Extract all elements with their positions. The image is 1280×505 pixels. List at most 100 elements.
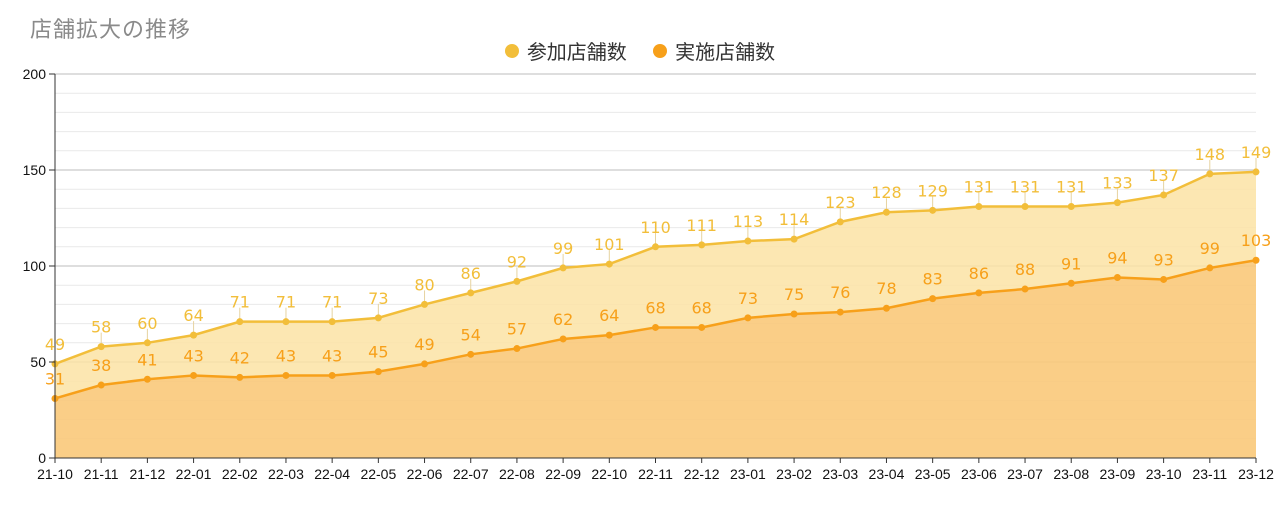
x-tick-label: 23-08 xyxy=(1053,466,1089,482)
point-implemented xyxy=(652,323,659,331)
y-tick-label: 200 xyxy=(23,66,47,82)
point-participating xyxy=(328,318,336,326)
point-implemented xyxy=(698,323,706,331)
legend-item-implemented[interactable]: 実施店舗数 xyxy=(653,36,775,65)
legend-label-implemented: 実施店舗数 xyxy=(675,40,776,64)
legend: 参加店舗数 実施店舗数 xyxy=(0,36,1280,65)
point-participating xyxy=(190,331,198,339)
point-participating xyxy=(929,206,937,214)
label-participating: 149 xyxy=(1241,143,1272,162)
point-implemented xyxy=(282,371,290,379)
point-implemented xyxy=(1252,256,1260,264)
area-implemented xyxy=(55,260,1256,458)
x-tick-label: 23-03 xyxy=(822,466,858,482)
point-implemented xyxy=(374,368,382,376)
x-tick-label: 23-11 xyxy=(1192,466,1227,482)
label-implemented: 41 xyxy=(137,350,157,369)
point-participating xyxy=(1160,191,1168,199)
point-implemented xyxy=(1113,274,1121,282)
x-tick-label: 21-12 xyxy=(129,466,165,482)
point-implemented xyxy=(559,335,567,343)
label-participating: 71 xyxy=(322,293,342,312)
point-participating xyxy=(1113,199,1121,207)
point-implemented xyxy=(882,304,890,312)
label-implemented: 73 xyxy=(738,289,758,308)
label-implemented: 99 xyxy=(1200,239,1220,258)
point-implemented xyxy=(836,308,844,316)
area-fills xyxy=(55,171,1256,458)
point-implemented xyxy=(1067,279,1075,287)
legend-item-participating[interactable]: 参加店舗数 xyxy=(504,36,627,65)
label-implemented: 62 xyxy=(553,310,573,329)
x-tick-label: 21-10 xyxy=(37,466,73,482)
point-implemented xyxy=(236,373,244,381)
x-tick-label: 22-11 xyxy=(638,466,673,482)
x-tick-label: 23-10 xyxy=(1146,466,1182,482)
x-tick-label: 22-10 xyxy=(591,466,627,482)
x-tick-label: 23-04 xyxy=(869,466,905,482)
x-tick-label: 22-12 xyxy=(684,466,720,482)
x-tick-label: 23-12 xyxy=(1238,466,1274,482)
label-implemented: 54 xyxy=(461,325,481,344)
label-participating: 128 xyxy=(871,183,902,202)
point-participating xyxy=(605,260,613,268)
point-participating xyxy=(421,300,429,308)
x-tick-label: 21-11 xyxy=(84,466,119,482)
label-implemented: 86 xyxy=(969,264,989,283)
point-implemented xyxy=(1206,264,1214,272)
x-tick-label: 22-05 xyxy=(360,466,396,482)
point-participating xyxy=(1206,170,1214,178)
label-participating: 114 xyxy=(779,210,810,229)
label-participating: 86 xyxy=(461,264,481,283)
point-participating xyxy=(467,289,475,297)
point-implemented xyxy=(97,381,105,389)
legend-label-participating: 参加店舗数 xyxy=(526,40,627,64)
point-participating xyxy=(975,202,983,210)
point-implemented xyxy=(929,295,937,303)
label-participating: 131 xyxy=(1010,177,1041,196)
point-implemented xyxy=(190,371,198,379)
x-tick-label: 23-09 xyxy=(1100,466,1136,482)
x-tick-label: 22-09 xyxy=(545,466,581,482)
label-implemented: 91 xyxy=(1061,254,1081,273)
point-participating xyxy=(1252,168,1260,176)
point-participating xyxy=(143,339,151,347)
label-participating: 113 xyxy=(733,212,764,231)
x-tick-label: 23-02 xyxy=(776,466,812,482)
label-participating: 58 xyxy=(91,318,111,337)
point-participating xyxy=(882,208,890,216)
point-participating xyxy=(1067,202,1075,210)
point-implemented xyxy=(605,331,613,339)
point-implemented xyxy=(467,350,475,358)
x-tick-label: 22-01 xyxy=(176,466,212,482)
label-implemented: 43 xyxy=(183,346,203,365)
label-implemented: 64 xyxy=(599,306,619,325)
label-participating: 129 xyxy=(917,181,948,200)
label-implemented: 78 xyxy=(876,279,896,298)
point-implemented xyxy=(744,314,752,322)
label-participating: 99 xyxy=(553,239,573,258)
point-participating xyxy=(652,243,659,251)
y-tick-label: 0 xyxy=(38,450,46,466)
point-participating xyxy=(513,277,521,285)
point-participating xyxy=(744,237,752,245)
point-participating xyxy=(1021,202,1029,210)
y-tick-label: 100 xyxy=(23,258,47,274)
point-participating xyxy=(790,235,798,243)
point-implemented xyxy=(1021,285,1029,293)
x-tick-label: 22-03 xyxy=(268,466,304,482)
point-participating xyxy=(698,241,706,249)
label-participating: 111 xyxy=(686,216,717,235)
point-participating xyxy=(836,218,844,226)
label-participating: 71 xyxy=(230,293,250,312)
label-implemented: 49 xyxy=(414,335,434,354)
legend-dot-implemented-icon xyxy=(653,43,668,58)
label-participating: 137 xyxy=(1148,166,1179,185)
label-implemented: 38 xyxy=(91,356,111,375)
label-implemented: 94 xyxy=(1107,249,1127,268)
label-implemented: 76 xyxy=(830,283,850,302)
label-implemented: 43 xyxy=(322,346,342,365)
x-tick-label: 23-01 xyxy=(730,466,766,482)
label-participating: 64 xyxy=(183,306,203,325)
